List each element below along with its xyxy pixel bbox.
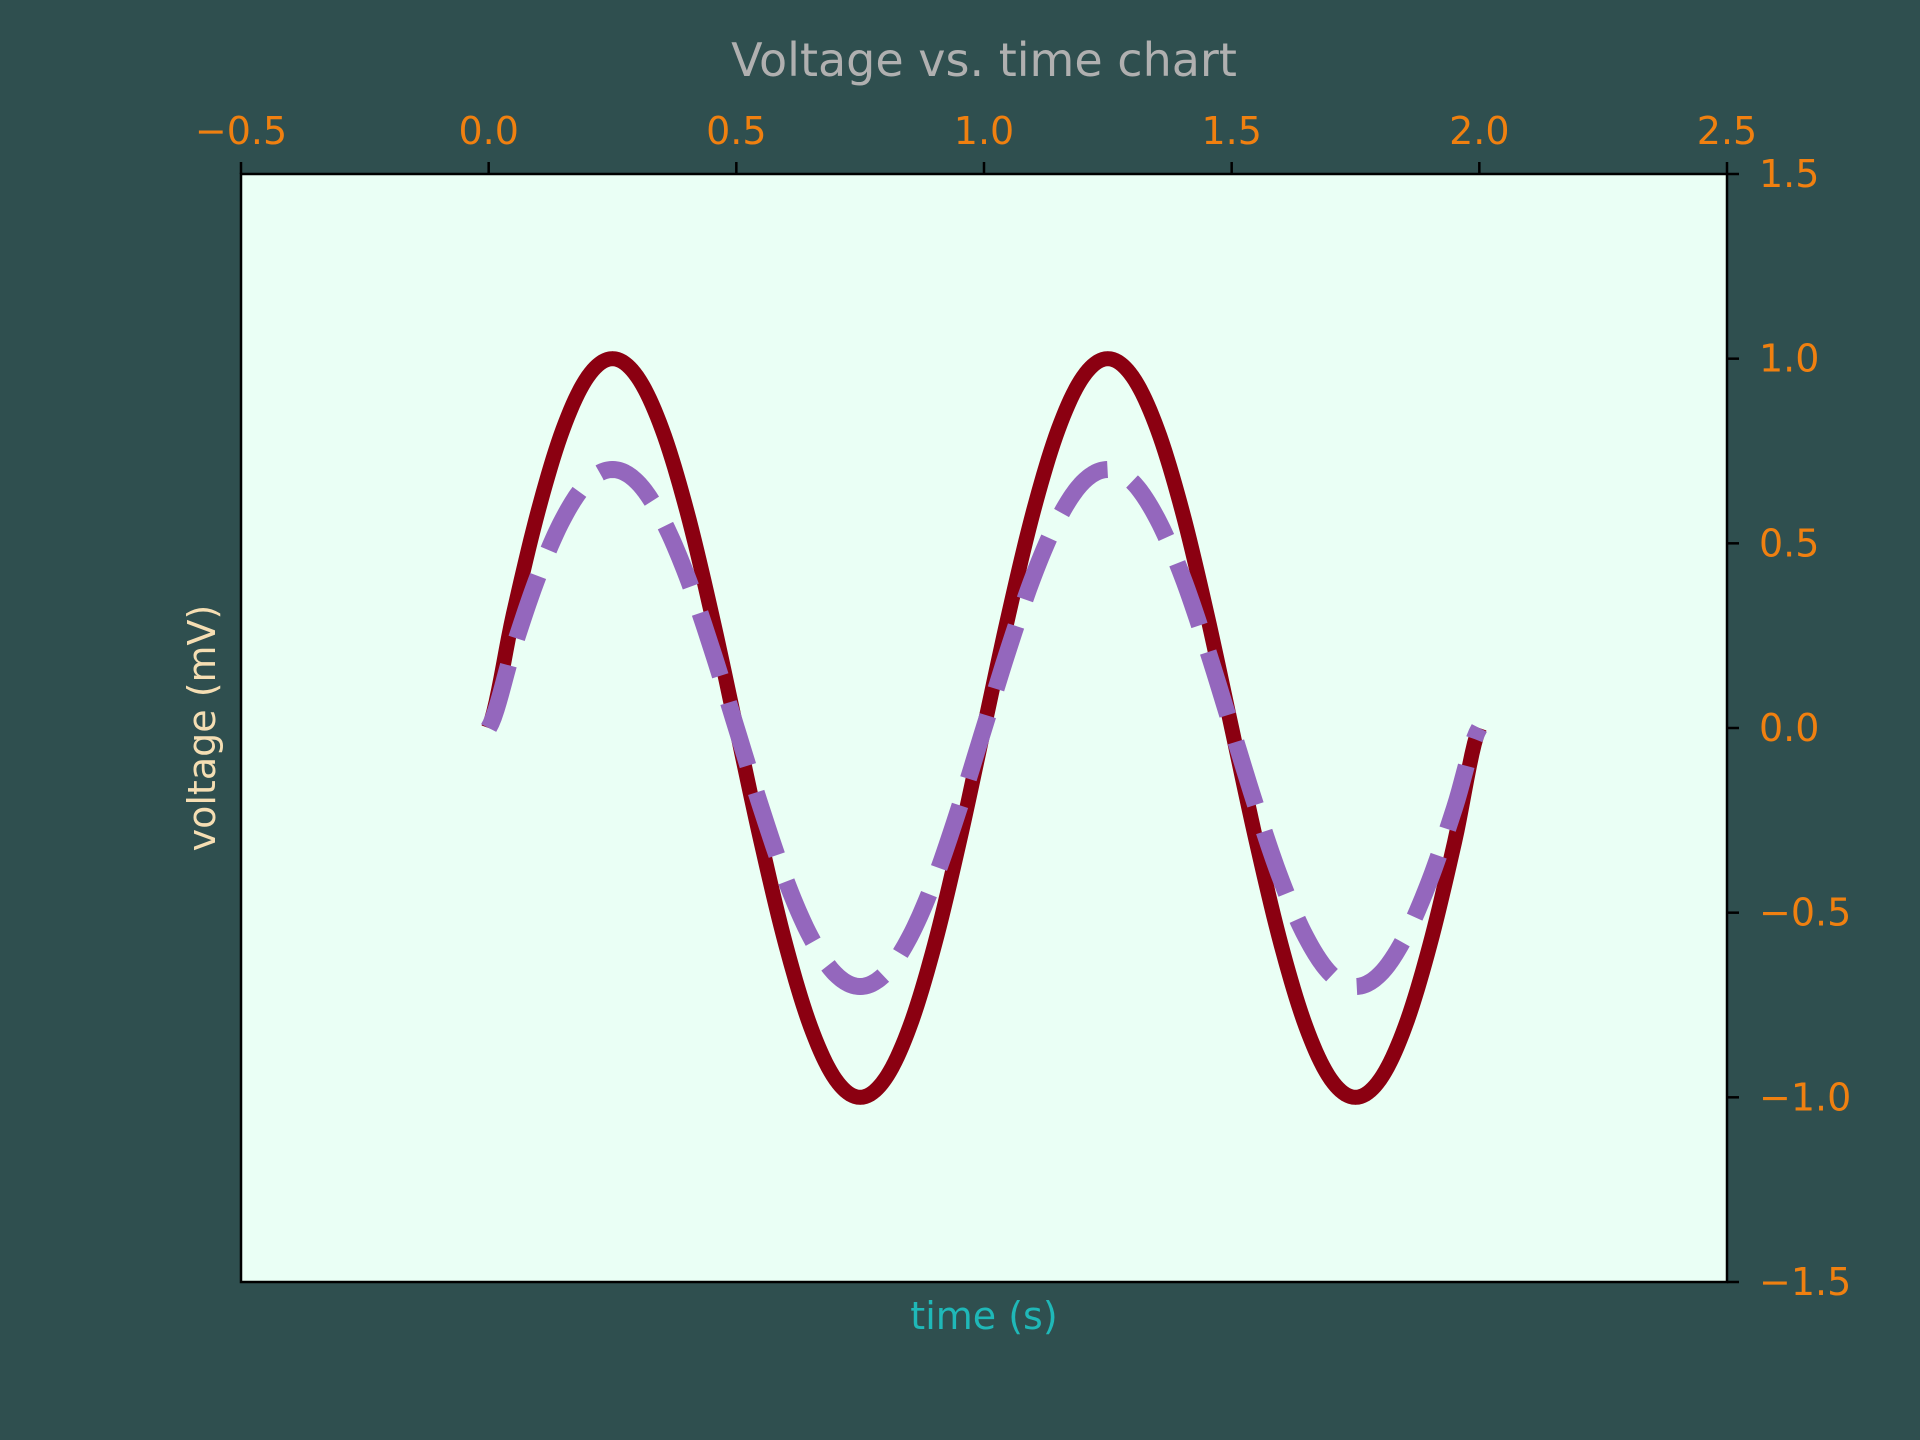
chart-title: Voltage vs. time chart — [731, 33, 1237, 87]
series-layer — [481, 351, 1487, 1105]
x-tick-label: 1.0 — [954, 109, 1014, 153]
series-line-dashed — [481, 460, 1487, 996]
x-tick-label: 2.5 — [1697, 109, 1757, 153]
x-tick-label: 2.0 — [1449, 109, 1509, 153]
y-tick-label: −1.0 — [1759, 1075, 1851, 1119]
y-tick-label: 0.0 — [1759, 706, 1819, 750]
y-tick-label: −1.5 — [1759, 1260, 1851, 1304]
y-axis-label: voltage (mV) — [180, 605, 224, 852]
x-tick-label: 1.5 — [1201, 109, 1261, 153]
x-tick-label: −0.5 — [195, 109, 287, 153]
y-tick-label: 0.5 — [1759, 521, 1819, 565]
x-axis-label: time (s) — [910, 1294, 1057, 1338]
y-tick-label: −0.5 — [1759, 891, 1851, 935]
x-axis-top: −0.5 0.0 0.5 1.0 1.5 2.0 2.5 — [195, 109, 1757, 174]
y-tick-label: 1.5 — [1759, 152, 1819, 196]
x-tick-label: 0.0 — [458, 109, 518, 153]
y-tick-label: 1.0 — [1759, 337, 1819, 381]
y-axis-right: 1.5 1.0 0.5 0.0 −0.5 −1.0 −1.5 — [1727, 152, 1851, 1304]
x-tick-label: 0.5 — [706, 109, 766, 153]
